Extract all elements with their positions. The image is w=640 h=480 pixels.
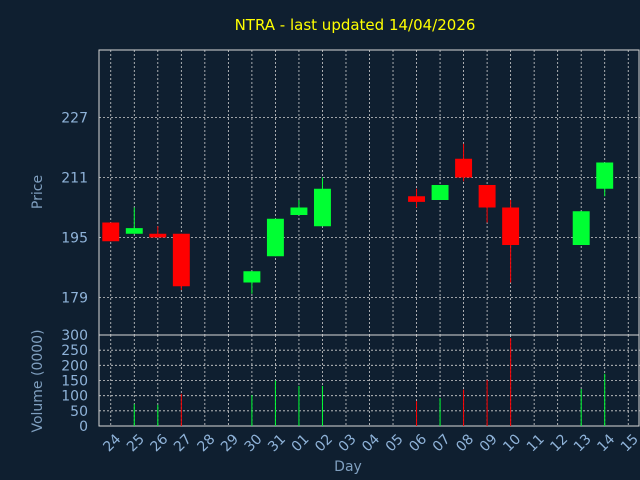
candle-08: [455, 143, 473, 182]
candle-body: [290, 207, 308, 215]
price-tick-label: 195: [61, 231, 88, 247]
candle-24: [102, 222, 120, 242]
candle-30: [243, 271, 261, 294]
price-axis-label: Price: [30, 175, 46, 209]
volume-tick-label: 0: [79, 419, 88, 435]
volume-tick-label: 250: [61, 343, 88, 359]
x-axis-label: Day: [334, 459, 362, 475]
x-tick-label: 11: [524, 431, 548, 455]
candle-27: [172, 233, 190, 290]
candle-13: [572, 211, 590, 245]
candles: [102, 143, 614, 294]
candle-10: [502, 200, 520, 283]
volume-tick-label: 50: [70, 404, 88, 420]
x-tick-label: 12: [547, 431, 571, 455]
x-tick-label: 28: [195, 431, 219, 455]
candle-body: [478, 185, 496, 208]
price-panel-frame: [98, 49, 640, 336]
x-tick-label: 05: [383, 431, 407, 455]
x-tick-label: 08: [453, 431, 477, 455]
candle-body: [455, 158, 473, 178]
candle-body: [172, 233, 190, 287]
x-tick-label: 09: [477, 431, 501, 455]
price-tick-label: 211: [61, 171, 88, 187]
candle-body: [572, 211, 590, 245]
x-tick-label: 02: [312, 431, 336, 455]
volume-axis-label: Volume (0000): [30, 329, 46, 432]
price-panel: 179 195 211 227: [61, 49, 640, 336]
candle-26: [149, 226, 167, 238]
x-axis-ticks: 24 25 26 27 28 29 30 31 01 02 03 04 05 06 07 08 09 10 11 12…: [100, 431, 640, 455]
candle-body: [502, 207, 520, 245]
candle-body: [125, 228, 143, 234]
candle-06: [408, 188, 426, 208]
candle-body: [243, 271, 261, 283]
candle-body: [431, 185, 449, 200]
price-tick-label: 179: [61, 291, 88, 307]
volume-tick-label: 300: [61, 328, 88, 344]
x-tick-label: 13: [571, 431, 595, 455]
candle-25: [125, 207, 143, 234]
candle-09: [478, 185, 496, 223]
volume-tick-label: 100: [61, 389, 88, 405]
x-tick-label: 27: [171, 431, 195, 455]
volume-bars: [133, 338, 606, 426]
chart-title: NTRA - last updated 14/04/2026: [235, 16, 476, 34]
candle-body: [313, 188, 331, 227]
x-tick-label: 24: [100, 431, 124, 455]
candle-01: [290, 200, 308, 215]
x-tick-label: 14: [594, 431, 618, 455]
candle-body: [266, 218, 284, 257]
x-tick-label: 29: [218, 431, 242, 455]
candle-02: [313, 177, 331, 227]
candle-body: [102, 222, 120, 242]
x-tick-label: 15: [618, 431, 640, 455]
candle-14: [596, 162, 614, 197]
x-tick-label: 10: [500, 431, 524, 455]
volume-tick-label: 200: [61, 358, 88, 374]
candle-31: [266, 218, 284, 257]
candle-07: [431, 185, 449, 200]
x-tick-label: 06: [406, 431, 430, 455]
x-tick-label: 30: [242, 431, 266, 455]
candle-body: [149, 233, 167, 238]
price-tick-label: 227: [61, 111, 88, 127]
candle-body: [408, 196, 426, 202]
x-tick-label: 26: [147, 431, 171, 455]
x-tick-label: 01: [289, 431, 313, 455]
x-tick-label: 07: [430, 431, 454, 455]
x-tick-label: 25: [124, 431, 148, 455]
price-y-ticks: 179 195 211 227: [61, 111, 88, 307]
volume-grid: [99, 335, 640, 426]
price-grid: [99, 50, 640, 335]
x-tick-label: 31: [265, 431, 289, 455]
candle-body: [596, 162, 614, 189]
x-tick-label: 03: [336, 431, 360, 455]
x-tick-label: 04: [359, 431, 383, 455]
volume-tick-label: 150: [61, 374, 88, 390]
